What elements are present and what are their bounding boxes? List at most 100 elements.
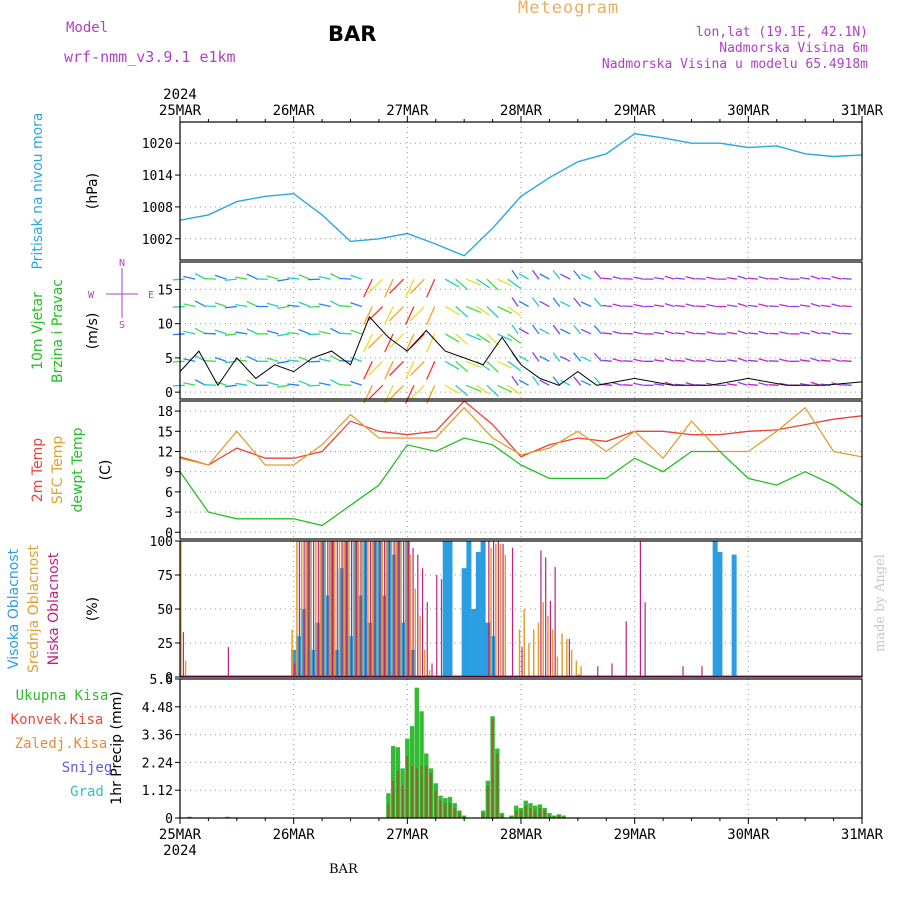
wind-vector — [318, 358, 331, 362]
cloud-ytick-label-4: 100 — [150, 535, 173, 550]
temp-line-sfc — [179, 406, 863, 466]
wind-vector — [486, 278, 499, 291]
wind-vector — [531, 352, 540, 362]
wind-vector — [339, 383, 352, 386]
wind-vector — [552, 297, 561, 307]
wind-vector — [172, 305, 185, 308]
wind-vector — [465, 305, 482, 314]
wind-vector — [685, 358, 696, 362]
wind-vector — [580, 301, 592, 308]
wind-vector — [287, 277, 300, 280]
precip-ytick-label-3: 3.36 — [142, 729, 173, 744]
temp-line-temp2m — [179, 400, 863, 466]
cloud-bar-high-43 — [490, 636, 496, 677]
wind-vector — [476, 278, 491, 289]
wind-vector — [810, 330, 821, 335]
wind-vector — [389, 384, 405, 400]
wind-vector — [266, 381, 279, 386]
wind-vector — [727, 276, 738, 280]
wind-vector — [727, 304, 738, 308]
wind-vector — [593, 352, 603, 362]
cloud-bar-high-21 — [376, 541, 382, 677]
wind-vector — [350, 329, 363, 335]
temp-ytick-label-6: 18 — [157, 405, 173, 420]
wind-vector — [507, 333, 522, 344]
wind-vector — [486, 384, 499, 397]
wind-vector — [214, 302, 227, 308]
wind-vector — [350, 356, 363, 362]
temp-ylabel-0: 2m Temp — [30, 438, 46, 502]
wind-vector — [695, 360, 706, 362]
wind-vector — [224, 384, 237, 388]
wind-vector — [580, 273, 592, 280]
bottom-day-label-1: 26MAR — [273, 827, 316, 843]
wind-vector — [444, 305, 460, 316]
wind-vector — [612, 303, 623, 308]
wind-vector — [737, 381, 748, 386]
cloud-bar-high-70 — [717, 551, 723, 677]
temp-line-dewpt — [179, 437, 863, 527]
cloud-ylabel-2: Niska Oblacnost — [46, 552, 62, 665]
wind-vector — [612, 382, 623, 386]
wind-vector — [727, 359, 738, 362]
wind-vector — [799, 359, 811, 362]
wind-vector — [539, 328, 550, 335]
cloud-bar-high-12 — [333, 649, 339, 677]
wind-ytick-label-0: 0 — [165, 386, 173, 401]
precip-ytick-label-5: 5.6 — [150, 673, 173, 688]
wind-vector — [368, 360, 384, 376]
wind-vector — [363, 278, 373, 298]
wind-vector — [476, 305, 491, 316]
wind-vector — [235, 303, 248, 308]
cloud-bar-high-38 — [466, 541, 472, 677]
wind-vector — [622, 360, 633, 362]
wind-vector — [308, 384, 321, 387]
precip-bar-conv-8 — [415, 768, 418, 818]
wind-vector — [810, 275, 821, 280]
wind-vector — [183, 330, 196, 335]
cloud-bar-high-71 — [731, 554, 737, 677]
wind-vector — [298, 301, 311, 308]
precip-bar-conv-22 — [496, 753, 499, 818]
wind-vector — [276, 360, 290, 364]
wind-vector — [172, 333, 185, 336]
precip-bar-conv-30 — [538, 808, 541, 818]
cloud-ytick-label-0: 0 — [165, 671, 173, 686]
wind-vector — [747, 277, 758, 280]
wind-vector — [224, 333, 237, 336]
wind-vector — [486, 360, 499, 373]
wind-vector — [737, 275, 748, 280]
precip-bar-total-23 — [499, 813, 505, 818]
wind-vector — [339, 332, 352, 335]
compass-w-label: W — [88, 290, 95, 301]
wind-ytick-label-1: 5 — [165, 352, 173, 367]
wind-vector — [486, 333, 499, 346]
precip-bar-conv-14 — [444, 803, 447, 818]
wind-vector — [560, 301, 571, 308]
wind-vector — [214, 329, 227, 335]
wind-vector — [507, 360, 522, 372]
wind-vector — [266, 330, 279, 335]
wind-vector — [235, 382, 248, 386]
wind-vector — [389, 360, 405, 376]
precip-bar-conv-6 — [406, 755, 409, 818]
wind-vector — [664, 302, 675, 308]
bottom-year-label: 2024 — [163, 843, 197, 859]
wind-vector — [573, 270, 582, 280]
wind-vector — [287, 359, 300, 362]
cloud-ylabel-0: Visoka Oblacnost — [6, 548, 22, 669]
wind-vector — [831, 303, 842, 308]
wind-vector — [820, 304, 831, 308]
wind-vector — [298, 274, 311, 280]
temp-ytick-label-3: 9 — [165, 466, 173, 481]
wind-vector — [831, 358, 842, 362]
wind-vector — [768, 305, 779, 308]
model-label: Model — [66, 20, 109, 36]
temp-ytick-label-0: 0 — [165, 526, 173, 541]
wind-vector — [497, 360, 513, 369]
wind-vector — [633, 358, 644, 362]
cloud-bar-high-28 — [409, 649, 415, 677]
wind-vector — [747, 332, 758, 335]
precip-bar-conv-2 — [387, 803, 390, 818]
